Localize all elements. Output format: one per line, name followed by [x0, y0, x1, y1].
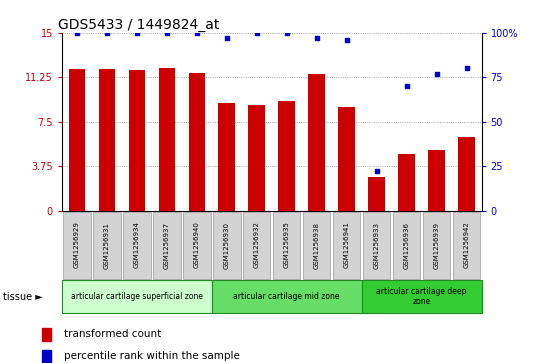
Point — [193, 30, 201, 36]
Bar — [218, 103, 235, 211]
Bar — [428, 150, 445, 211]
FancyBboxPatch shape — [243, 212, 271, 279]
Bar — [338, 107, 355, 211]
Point — [432, 71, 441, 77]
Text: GSM1256932: GSM1256932 — [254, 221, 260, 269]
Text: GSM1256938: GSM1256938 — [314, 221, 320, 269]
FancyBboxPatch shape — [393, 212, 420, 279]
Text: GSM1256937: GSM1256937 — [164, 221, 170, 269]
FancyBboxPatch shape — [153, 212, 181, 279]
Point — [162, 30, 171, 36]
Point — [222, 35, 231, 41]
Point — [282, 30, 291, 36]
FancyBboxPatch shape — [453, 212, 480, 279]
FancyBboxPatch shape — [62, 280, 212, 313]
Bar — [308, 74, 325, 211]
Text: GSM1256942: GSM1256942 — [464, 222, 470, 268]
Bar — [98, 69, 115, 211]
FancyBboxPatch shape — [362, 280, 482, 313]
FancyBboxPatch shape — [363, 212, 391, 279]
Text: tissue ►: tissue ► — [3, 292, 43, 302]
Text: GSM1256933: GSM1256933 — [373, 221, 380, 269]
Bar — [188, 73, 205, 211]
Point — [103, 30, 111, 36]
Text: GSM1256939: GSM1256939 — [434, 221, 440, 269]
FancyBboxPatch shape — [63, 212, 90, 279]
Point — [372, 168, 381, 174]
Bar — [369, 178, 385, 211]
Text: GSM1256934: GSM1256934 — [134, 221, 140, 269]
Bar — [69, 69, 85, 211]
FancyBboxPatch shape — [333, 212, 360, 279]
FancyBboxPatch shape — [123, 212, 151, 279]
FancyBboxPatch shape — [273, 212, 300, 279]
FancyBboxPatch shape — [183, 212, 210, 279]
Text: articular cartilage deep
zone: articular cartilage deep zone — [377, 287, 467, 306]
FancyBboxPatch shape — [212, 280, 362, 313]
Bar — [129, 70, 145, 211]
Text: GSM1256940: GSM1256940 — [194, 221, 200, 269]
Point — [73, 30, 81, 36]
Text: GSM1256935: GSM1256935 — [284, 221, 289, 269]
Text: GSM1256931: GSM1256931 — [104, 221, 110, 269]
Text: GSM1256930: GSM1256930 — [224, 221, 230, 269]
Point — [462, 65, 471, 71]
Bar — [43, 328, 51, 341]
Bar — [279, 101, 295, 211]
Point — [313, 35, 321, 41]
Bar — [249, 105, 265, 211]
Text: GSM1256929: GSM1256929 — [74, 221, 80, 269]
Bar — [159, 68, 175, 211]
Text: percentile rank within the sample: percentile rank within the sample — [63, 351, 239, 361]
Bar — [43, 350, 51, 363]
Bar — [398, 154, 415, 211]
Text: GSM1256936: GSM1256936 — [404, 221, 409, 269]
Text: GSM1256941: GSM1256941 — [344, 221, 350, 269]
Text: transformed count: transformed count — [63, 329, 161, 339]
Point — [402, 83, 411, 89]
Bar — [458, 137, 475, 211]
FancyBboxPatch shape — [303, 212, 330, 279]
FancyBboxPatch shape — [423, 212, 450, 279]
Text: GDS5433 / 1449824_at: GDS5433 / 1449824_at — [58, 18, 219, 32]
Point — [342, 37, 351, 43]
FancyBboxPatch shape — [213, 212, 240, 279]
Text: articular cartilage superficial zone: articular cartilage superficial zone — [71, 292, 203, 301]
Text: articular cartilage mid zone: articular cartilage mid zone — [233, 292, 340, 301]
FancyBboxPatch shape — [93, 212, 121, 279]
Point — [132, 30, 141, 36]
Point — [252, 30, 261, 36]
